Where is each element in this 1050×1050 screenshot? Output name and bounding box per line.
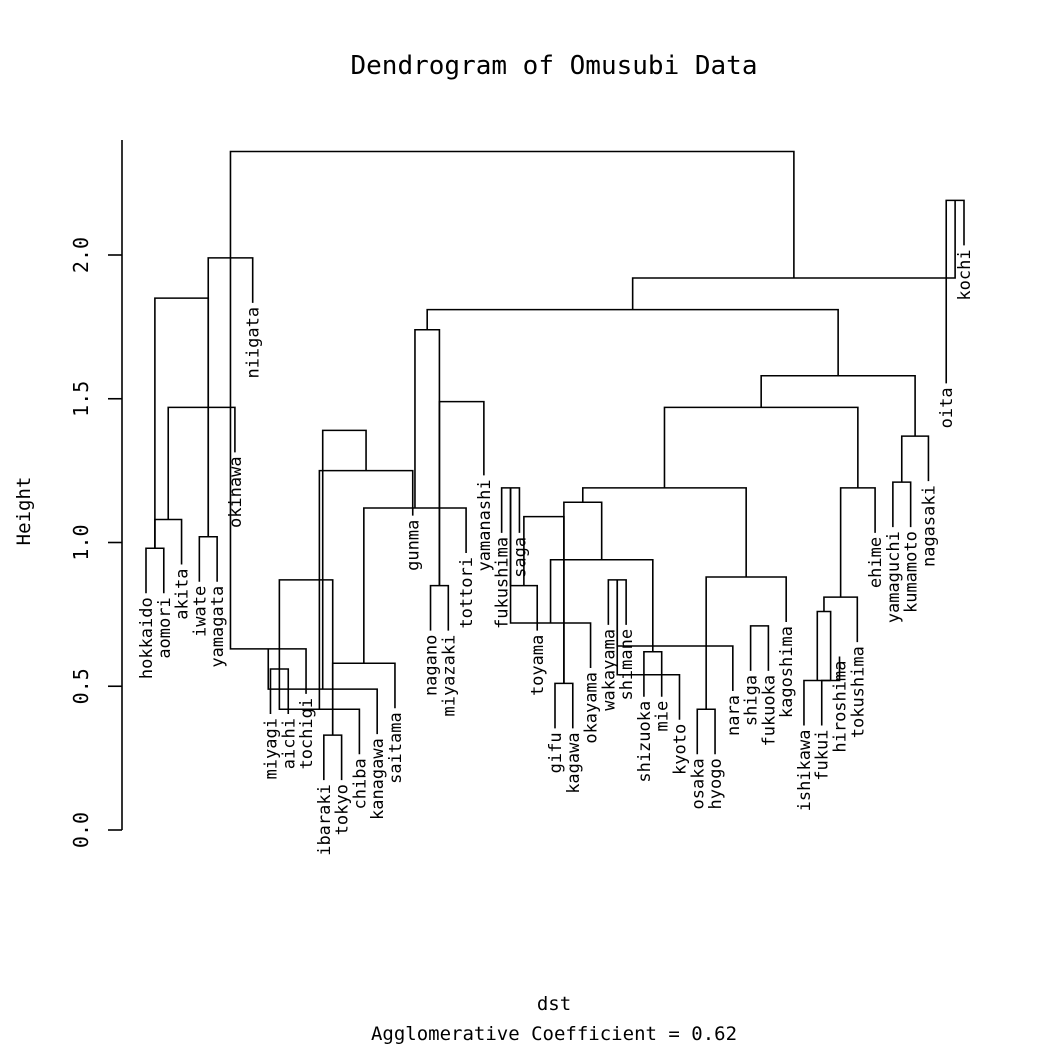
merge-link [823, 596, 859, 643]
leaf-label: okayama [582, 672, 602, 744]
leaf-label: ishikawa [795, 730, 815, 812]
leaf-label: tochigi [297, 698, 317, 770]
leaf-label: fukui [813, 730, 833, 781]
leaf-label: saga [510, 537, 530, 578]
merge-link [803, 679, 831, 726]
x-axis-label: dst [537, 993, 571, 1015]
leaf-label: chiba [350, 758, 370, 809]
y-tick-label: 2.0 [69, 237, 93, 273]
merge-link [323, 734, 343, 781]
leaf-label: yamagata [208, 586, 228, 668]
y-axis: 0.0 0.5 1.0 1.5 2.0 [69, 140, 123, 848]
merge-link [321, 429, 367, 690]
leaf-label: tokyo [333, 784, 353, 835]
leaf-label: yamaguchi [884, 531, 904, 623]
leaf-label: miyagi [261, 718, 281, 779]
y-tick-label: 1.0 [69, 524, 93, 560]
leaf-label: osaka [688, 758, 708, 809]
merge-link [663, 406, 859, 488]
y-tick-label: 0.0 [69, 812, 93, 848]
leaf-label: ibaraki [315, 784, 335, 856]
merge-link [154, 518, 183, 565]
merge-link [198, 535, 218, 582]
leaf-label: kochi [955, 249, 975, 300]
leaf-label: hiroshima [831, 661, 851, 753]
merge-link [749, 625, 770, 671]
leaf-label: yamanashi [475, 479, 495, 571]
y-ticks: 0.0 0.5 1.0 1.5 2.0 [69, 237, 122, 848]
leaf-label: hokkaido [137, 597, 157, 679]
merge-link [900, 435, 930, 483]
merge-link [154, 297, 210, 549]
merge-link [426, 308, 839, 376]
leaf-label: nara [724, 695, 744, 736]
leaf-label: mie [653, 701, 673, 732]
leaf-label: wakayama [599, 629, 619, 711]
leaf-label: kagoshima [777, 626, 797, 718]
merge-link [229, 150, 795, 278]
leaf-label: ehime [866, 537, 886, 588]
chart-subtitle: Agglomerative Coefficient = 0.62 [371, 1023, 737, 1045]
merge-link [581, 487, 747, 577]
leaf-label: niigata [244, 307, 264, 379]
merge-link [145, 547, 165, 594]
merge-link [554, 682, 574, 729]
y-tick-label: 1.5 [69, 381, 93, 417]
leaf-label: iwate [190, 586, 210, 637]
leaf-label: gifu [546, 732, 566, 773]
leaf-label: shizuoka [635, 701, 655, 783]
y-tick-label: 0.5 [69, 668, 93, 704]
merge-link [760, 374, 916, 437]
leaf-label: akita [173, 569, 193, 620]
leaf-label: fukushima [493, 537, 513, 629]
leaf-label: kagawa [564, 732, 584, 793]
merge-link [563, 501, 603, 684]
leaf-label: tokushima [848, 646, 868, 738]
merge-link [696, 708, 716, 755]
leaf-label: oita [937, 387, 957, 428]
leaf-label: nagasaki [919, 485, 939, 567]
leaf-label: aichi [279, 718, 299, 769]
y-axis-label: Height [13, 477, 35, 546]
leaf-label: tottori [457, 557, 477, 629]
leaf-label: fukuoka [759, 675, 779, 747]
leaf-label: hyogo [706, 758, 726, 809]
leaf-label: aomori [155, 597, 175, 658]
leaf-label: miyazaki [439, 635, 459, 717]
leaf-label: nagano [422, 635, 442, 696]
leaf-label: okinawa [226, 456, 246, 528]
leaf-label: kyoto [670, 724, 690, 775]
leaf-label: shimane [617, 629, 637, 701]
merge-link [616, 579, 734, 691]
leaf-label: kanagawa [368, 738, 388, 820]
leaf-label: shiga [742, 675, 762, 726]
merge-link [892, 481, 912, 528]
merge-link [278, 579, 334, 736]
leaf-label: gunma [404, 520, 424, 571]
merge-link [816, 610, 832, 681]
leaf-label: toyama [528, 635, 548, 696]
merge-link [429, 584, 450, 631]
leaf-label: kumamoto [902, 531, 922, 613]
merge-link [167, 406, 236, 520]
chart-title: Dendrogram of Omusubi Data [351, 51, 758, 81]
dendrogram-tree [145, 150, 965, 781]
leaf-label: saitama [386, 712, 406, 784]
